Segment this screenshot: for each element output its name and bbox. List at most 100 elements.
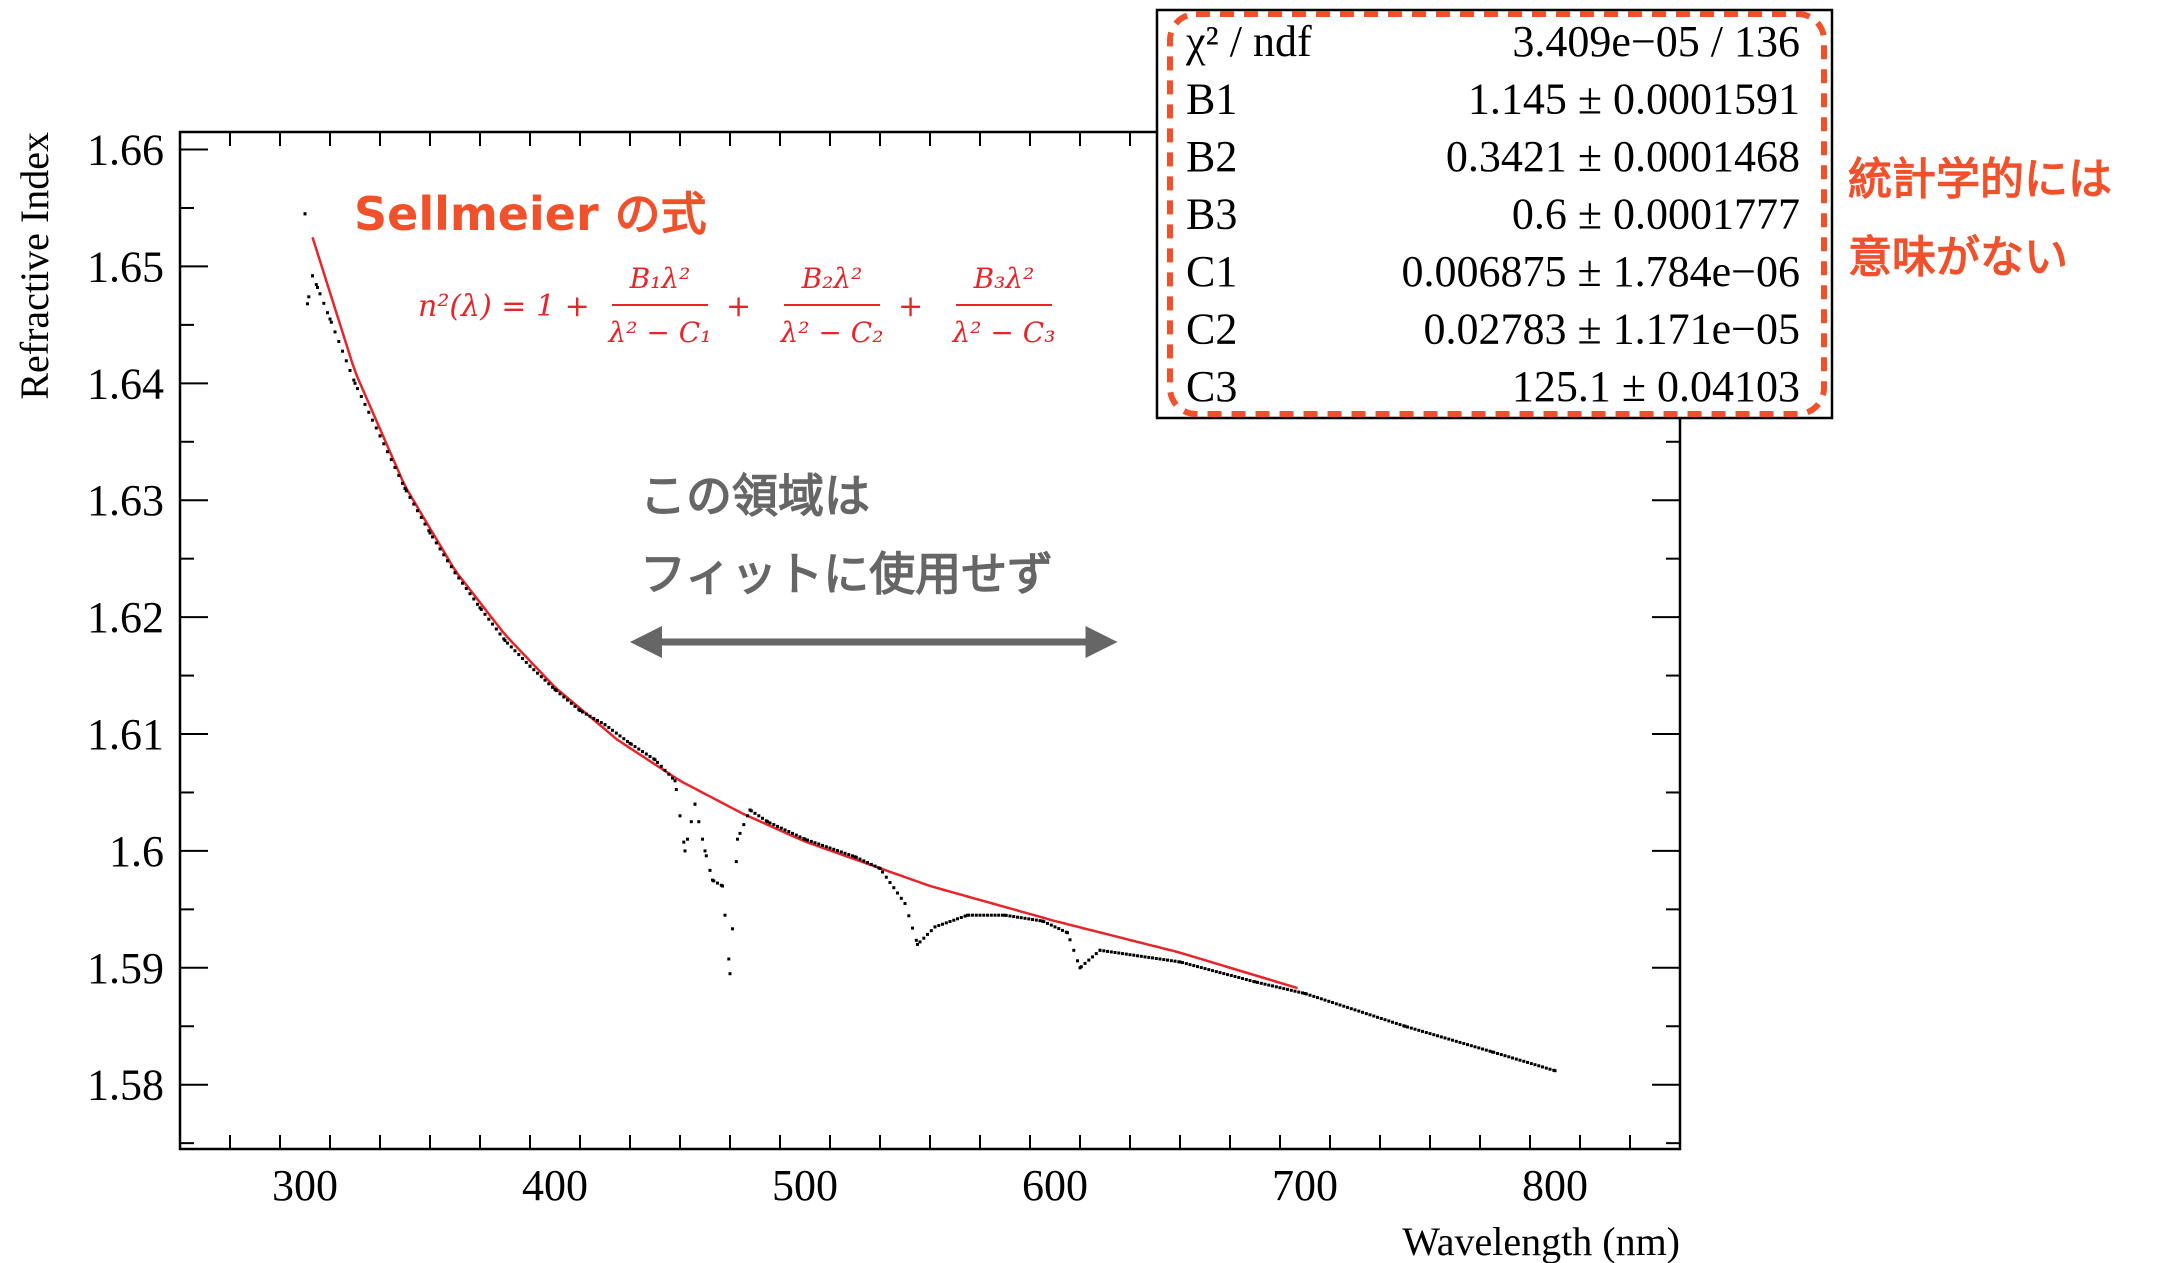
data-point	[1154, 957, 1158, 960]
data-point	[836, 849, 839, 853]
data-point	[1113, 951, 1117, 954]
data-point	[517, 653, 521, 657]
data-point	[821, 843, 824, 847]
data-point	[1368, 1013, 1372, 1017]
data-point	[907, 914, 911, 918]
data-point	[611, 728, 614, 732]
data-point	[328, 317, 332, 321]
data-point	[888, 881, 892, 884]
data-point	[723, 913, 727, 917]
data-point	[419, 515, 423, 519]
data-point	[1049, 923, 1053, 927]
data-point	[1016, 915, 1019, 919]
data-point	[1124, 952, 1128, 956]
data-point	[776, 824, 779, 828]
data-point	[1253, 980, 1257, 984]
data-point	[1214, 970, 1218, 974]
data-point	[1117, 951, 1121, 955]
data-point	[1403, 1024, 1407, 1028]
data-point	[678, 814, 682, 818]
data-point	[1139, 954, 1143, 958]
data-point	[779, 826, 783, 830]
data-point	[683, 849, 687, 853]
data-point	[423, 522, 427, 526]
data-point	[1473, 1045, 1477, 1049]
region-note-line2: フィットに使用せず	[640, 547, 1053, 601]
data-point	[1076, 959, 1079, 963]
data-point	[539, 675, 543, 679]
data-point	[397, 473, 401, 477]
data-point	[637, 747, 641, 751]
data-point	[1477, 1046, 1481, 1050]
data-point	[903, 902, 907, 905]
data-point	[1282, 987, 1286, 991]
data-point	[1364, 1012, 1368, 1016]
data-point	[1271, 984, 1274, 988]
data-point	[457, 576, 461, 580]
data-point	[937, 924, 941, 927]
data-point	[656, 760, 659, 764]
data-point	[899, 896, 903, 900]
data-point	[487, 617, 491, 621]
data-point	[306, 302, 309, 306]
data-point	[1286, 987, 1289, 991]
data-point	[1121, 952, 1124, 956]
data-point	[847, 853, 851, 857]
data-point	[948, 920, 952, 923]
data-points-layer	[303, 212, 1557, 1073]
data-point	[738, 831, 742, 835]
side-note-line2: 意味がない	[1848, 232, 2068, 283]
data-point	[674, 788, 678, 791]
data-point	[1109, 950, 1113, 954]
formula-plus-2: +	[898, 289, 923, 324]
data-point	[926, 932, 929, 936]
data-point	[1233, 975, 1237, 978]
data-point	[918, 940, 922, 944]
data-point	[468, 592, 472, 596]
data-point	[1094, 952, 1098, 956]
y-tick-label: 1.6	[109, 827, 164, 876]
data-point	[659, 764, 663, 768]
data-point	[472, 597, 476, 601]
data-point	[618, 734, 622, 738]
data-point	[809, 839, 813, 843]
formula-term1-num: B₁λ²	[629, 262, 691, 295]
stats-row-value: 0.02783 ± 1.171e−05	[1424, 305, 1801, 354]
data-point	[359, 395, 363, 398]
data-point	[356, 387, 359, 391]
data-point	[337, 340, 341, 343]
data-point	[671, 776, 674, 780]
data-point	[1553, 1069, 1557, 1073]
data-point	[553, 688, 557, 692]
stats-row-value: 3.409e−05 / 136	[1512, 17, 1800, 66]
data-point	[378, 434, 382, 438]
data-point	[442, 553, 446, 557]
data-point	[817, 842, 821, 846]
data-point	[896, 891, 899, 895]
data-point	[1301, 991, 1304, 995]
data-point	[1078, 966, 1082, 970]
data-point	[1439, 1035, 1443, 1039]
data-point	[592, 716, 596, 720]
data-point	[1259, 981, 1263, 985]
data-point	[1529, 1062, 1533, 1066]
data-point	[428, 531, 432, 535]
x-tick-label: 500	[772, 1161, 838, 1210]
data-point	[798, 835, 802, 839]
data-point	[1398, 1023, 1402, 1027]
data-point	[1184, 962, 1188, 966]
data-point	[673, 779, 677, 783]
x-axis-label: Wavelength (nm)	[1402, 1219, 1680, 1263]
data-point	[993, 913, 997, 917]
data-point	[1102, 949, 1106, 953]
data-point	[933, 925, 937, 929]
data-point	[393, 466, 397, 469]
data-point	[491, 622, 494, 626]
data-point	[333, 330, 337, 334]
data-point	[622, 737, 626, 741]
data-point	[689, 820, 693, 824]
data-point	[412, 502, 416, 506]
data-point	[851, 854, 854, 858]
data-point	[667, 772, 671, 776]
